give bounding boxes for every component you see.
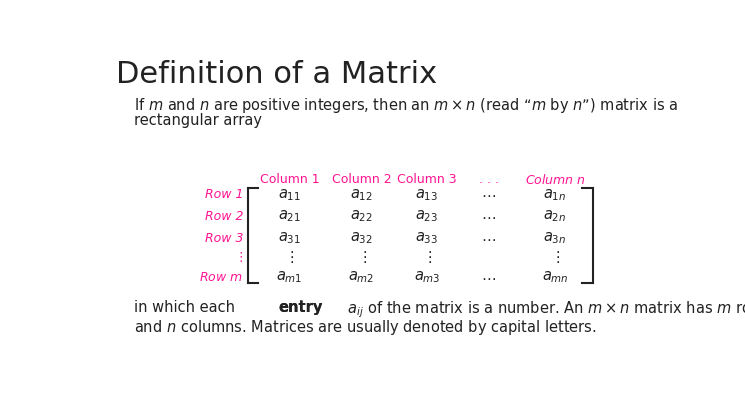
Text: $a_{m3}$: $a_{m3}$	[413, 269, 440, 285]
Text: Definition of a Matrix: Definition of a Matrix	[116, 61, 437, 89]
Text: $a_{m2}$: $a_{m2}$	[349, 269, 375, 285]
Text: $a_{31}$: $a_{31}$	[278, 230, 301, 246]
Text: Row $m$: Row $m$	[200, 271, 243, 284]
Text: $\cdots$: $\cdots$	[481, 209, 496, 224]
Text: $a_{mn}$: $a_{mn}$	[542, 269, 568, 285]
Text: $\vdots$: $\vdots$	[285, 249, 294, 265]
Text: $\vdots$: $\vdots$	[422, 249, 432, 265]
Text: $\vdots$: $\vdots$	[357, 249, 367, 265]
Text: $a_{12}$: $a_{12}$	[350, 187, 373, 203]
Text: $a_{11}$: $a_{11}$	[278, 187, 301, 203]
Text: $a_{2n}$: $a_{2n}$	[543, 209, 567, 224]
Text: and $n$ columns. Matrices are usually denoted by capital letters.: and $n$ columns. Matrices are usually de…	[133, 318, 596, 337]
Text: Row 3: Row 3	[205, 231, 243, 245]
Text: Column $n$: Column $n$	[524, 173, 586, 187]
Text: $a_{m1}$: $a_{m1}$	[276, 269, 302, 285]
Text: Column 3: Column 3	[397, 173, 457, 186]
Text: $a_{3n}$: $a_{3n}$	[543, 230, 567, 246]
Text: $a_{ij}$ of the matrix is a number. An $m \times n$ matrix has $m$ rows: $a_{ij}$ of the matrix is a number. An $…	[343, 300, 745, 320]
Text: $\vdots$: $\vdots$	[550, 249, 560, 265]
Text: rectangular array: rectangular array	[133, 113, 261, 128]
Text: $a_{33}$: $a_{33}$	[415, 230, 438, 246]
Text: $\cdots$: $\cdots$	[481, 270, 496, 285]
Text: $a_{23}$: $a_{23}$	[415, 209, 438, 224]
Text: Row 1: Row 1	[205, 188, 243, 201]
Text: $a_{32}$: $a_{32}$	[350, 230, 373, 246]
Text: $\vdots$: $\vdots$	[235, 249, 243, 263]
Text: . . .: . . .	[478, 173, 498, 186]
Text: $a_{21}$: $a_{21}$	[278, 209, 301, 224]
Text: $a_{13}$: $a_{13}$	[415, 187, 438, 203]
Text: $\cdots$: $\cdots$	[481, 231, 496, 245]
Text: Column 2: Column 2	[332, 173, 391, 186]
Text: Row 2: Row 2	[205, 210, 243, 223]
Text: entry: entry	[279, 300, 323, 315]
Text: If $m$ and $n$ are positive integers, then an $m \times n$ (read “$m$ by $n$”) m: If $m$ and $n$ are positive integers, th…	[133, 96, 678, 115]
Text: entry: entry	[279, 300, 323, 315]
Text: $a_{22}$: $a_{22}$	[350, 209, 373, 224]
Text: $\cdots$: $\cdots$	[481, 187, 496, 202]
Text: in which each: in which each	[133, 300, 239, 315]
Text: $a_{1n}$: $a_{1n}$	[543, 187, 567, 203]
Text: Column 1: Column 1	[259, 173, 320, 186]
